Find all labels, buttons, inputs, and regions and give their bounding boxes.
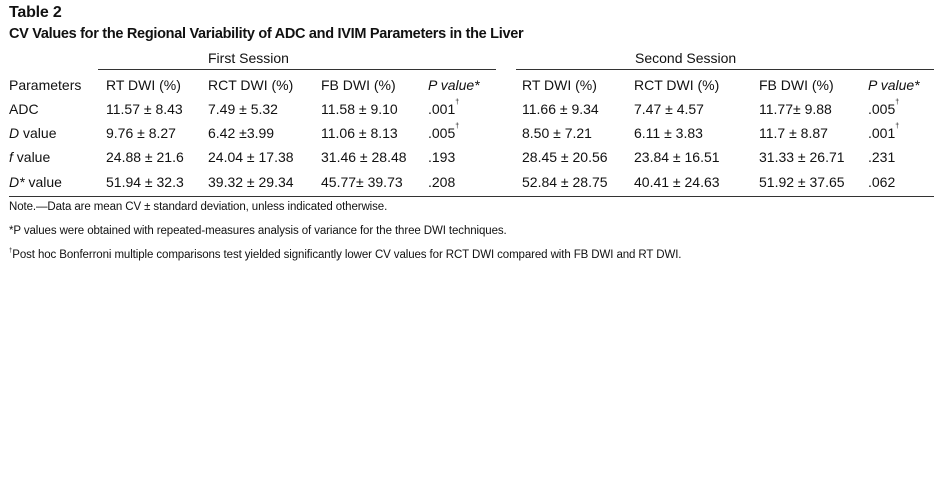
session-header-second: Second Session <box>635 50 737 66</box>
table-cell: 52.84 ± 28.75 <box>522 174 608 190</box>
table-cell: 8.50 ± 7.21 <box>522 125 592 141</box>
row-label: D* value <box>9 174 62 190</box>
table-cell: 28.45 ± 20.56 <box>522 149 608 165</box>
table-cell: 11.06 ± 8.13 <box>321 125 398 141</box>
table-cell: 7.49 ± 5.32 <box>208 101 278 117</box>
table-cell: .208 <box>428 174 456 190</box>
table-cell: 40.41 ± 24.63 <box>634 174 720 190</box>
table-cell: 11.77± 9.88 <box>759 101 832 117</box>
column-header: RT DWI (%) <box>106 77 181 93</box>
column-header: P value* <box>428 77 480 93</box>
table-cell: 11.66 ± 9.34 <box>522 101 599 117</box>
table-title: CV Values for the Regional Variability o… <box>9 26 524 42</box>
session-rule-second <box>516 69 934 70</box>
table-cell: .005† <box>428 123 460 141</box>
session-header-first: First Session <box>208 50 289 66</box>
table-note: Note.—Data are mean CV ± standard deviat… <box>9 201 388 213</box>
table-cell: 9.76 ± 8.27 <box>106 125 176 141</box>
column-header: RT DWI (%) <box>522 77 597 93</box>
table-label: Table 2 <box>9 4 62 21</box>
table-footnote-p-value: *P values were obtained with repeated-me… <box>9 225 507 237</box>
table-cell: .231 <box>868 149 896 165</box>
table-cell: .193 <box>428 149 456 165</box>
table-bottom-rule <box>9 196 934 197</box>
table-cell: 51.94 ± 32.3 <box>106 174 184 190</box>
column-header: RCT DWI (%) <box>208 77 294 93</box>
table-cell: 11.7 ± 8.87 <box>759 125 828 141</box>
table-cell: 31.46 ± 28.48 <box>321 149 407 165</box>
row-label: ADC <box>9 101 39 117</box>
table-cell: 6.42 ±3.99 <box>208 125 275 141</box>
table-cell: 39.32 ± 29.34 <box>208 174 294 190</box>
table-cell: 11.58 ± 9.10 <box>321 101 398 117</box>
table-cell: 6.11 ± 3.83 <box>634 125 703 141</box>
table-cell: 51.92 ± 37.65 <box>759 174 845 190</box>
table-cell: .005† <box>868 99 900 117</box>
row-label: f value <box>9 149 51 165</box>
table-cell: 7.47 ± 4.57 <box>634 101 704 117</box>
row-label: D value <box>9 125 57 141</box>
table-cell: 23.84 ± 16.51 <box>634 149 720 165</box>
column-header: FB DWI (%) <box>759 77 834 93</box>
table-footnote-dagger: †Post hoc Bonferroni multiple comparison… <box>9 248 682 261</box>
table-cell: 11.57 ± 8.43 <box>106 101 183 117</box>
table-cell: 45.77± 39.73 <box>321 174 403 190</box>
column-header: FB DWI (%) <box>321 77 396 93</box>
table-cell: 24.04 ± 17.38 <box>208 149 294 165</box>
column-header: RCT DWI (%) <box>634 77 720 93</box>
table-cell: .001† <box>428 99 460 117</box>
table-cell: 31.33 ± 26.71 <box>759 149 845 165</box>
column-header: Parameters <box>9 77 82 93</box>
table-cell: .062 <box>868 174 896 190</box>
session-rule-first <box>98 69 496 70</box>
table-cell: 24.88 ± 21.6 <box>106 149 184 165</box>
column-header: P value* <box>868 77 920 93</box>
table-cell: .001† <box>868 123 900 141</box>
